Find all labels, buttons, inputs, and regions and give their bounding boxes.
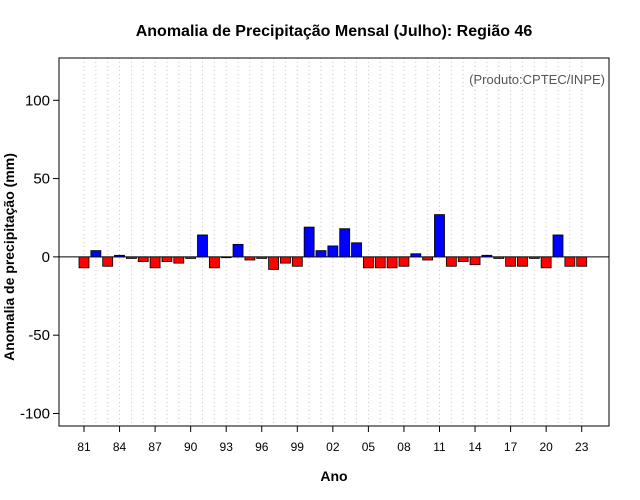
bar-2018 — [517, 256, 528, 267]
bar-1995 — [244, 256, 256, 261]
x-tick-label: 08 — [397, 440, 411, 454]
x-tick-label: 11 — [433, 440, 446, 454]
bar-2009 — [410, 253, 422, 258]
vertical-gridlines — [83, 58, 583, 426]
y-tick-label: -50 — [28, 327, 50, 344]
x-tick-label: 93 — [220, 440, 234, 454]
bar-2001 — [315, 250, 327, 258]
x-tick-label: 02 — [326, 440, 340, 454]
bar-1983 — [102, 256, 114, 267]
bar-1994 — [232, 243, 244, 258]
bar-2003 — [339, 228, 351, 258]
bar-1987 — [149, 256, 161, 269]
bar-1992 — [208, 256, 220, 269]
bar-2004 — [351, 242, 362, 258]
bar-2017 — [505, 256, 517, 267]
bar-1997 — [268, 256, 280, 270]
x-tick-label: 23 — [575, 440, 589, 454]
y-tick-label: -100 — [20, 405, 50, 422]
bar-2007 — [386, 256, 398, 269]
bar-2002 — [327, 245, 339, 258]
x-tick-label: 90 — [184, 440, 198, 454]
bar-1985 — [126, 256, 137, 259]
bar-2023 — [576, 256, 588, 267]
y-tick-label: 0 — [42, 249, 50, 266]
bar-1982 — [90, 250, 102, 258]
y-tick-label: 100 — [25, 92, 50, 109]
bar-2014 — [469, 256, 481, 266]
chart-title: Anomalia de Precipitação Mensal (Julho):… — [136, 23, 533, 40]
bar-2013 — [457, 256, 469, 262]
bar-1998 — [280, 256, 291, 264]
bar-1984 — [114, 254, 125, 258]
bar-2000 — [303, 226, 315, 258]
bar-1989 — [173, 256, 185, 264]
bar-2006 — [374, 256, 386, 269]
bar-series — [78, 214, 588, 270]
bar-2022 — [564, 256, 576, 267]
bar-2010 — [422, 256, 434, 261]
x-tick-label: 17 — [504, 440, 518, 454]
bar-2015 — [481, 254, 493, 258]
x-axis: 81 84 87 90 93 96 99 02 05 08 11 14 17 20 23 — [77, 426, 589, 454]
x-tick-label: 96 — [255, 440, 269, 454]
bar-2020 — [540, 256, 552, 269]
x-tick-label: 87 — [148, 440, 162, 454]
bar-2019 — [528, 256, 540, 259]
bar-1988 — [161, 256, 173, 262]
bar-1999 — [291, 256, 303, 267]
y-tick-label: 50 — [33, 171, 50, 188]
bar-1993 — [220, 256, 232, 259]
source-note: (Produto:CPTEC/INPE) — [469, 72, 605, 87]
y-axis: -100 -50 0 50 100 — [20, 92, 59, 422]
bar-1981 — [78, 256, 90, 269]
x-tick-label: 99 — [291, 440, 305, 454]
x-tick-label: 20 — [539, 440, 553, 454]
bar-1996 — [256, 256, 268, 259]
x-tick-label: 84 — [113, 440, 127, 454]
bar-2011 — [434, 214, 445, 258]
bar-1986 — [137, 256, 149, 262]
x-tick-label: 14 — [468, 440, 482, 454]
bar-2012 — [445, 256, 457, 267]
x-axis-label: Ano — [320, 468, 347, 484]
bar-2005 — [362, 256, 374, 269]
x-tick-label: 81 — [77, 440, 91, 454]
plot-frame — [58, 57, 610, 427]
bar-2021 — [552, 234, 564, 258]
x-tick-label: 05 — [362, 440, 376, 454]
y-axis-label: Anomalia de precipitação (mm) — [1, 153, 17, 361]
bar-1991 — [197, 234, 208, 258]
bar-2016 — [493, 256, 505, 259]
bar-2008 — [398, 256, 410, 267]
bar-1990 — [185, 256, 197, 259]
